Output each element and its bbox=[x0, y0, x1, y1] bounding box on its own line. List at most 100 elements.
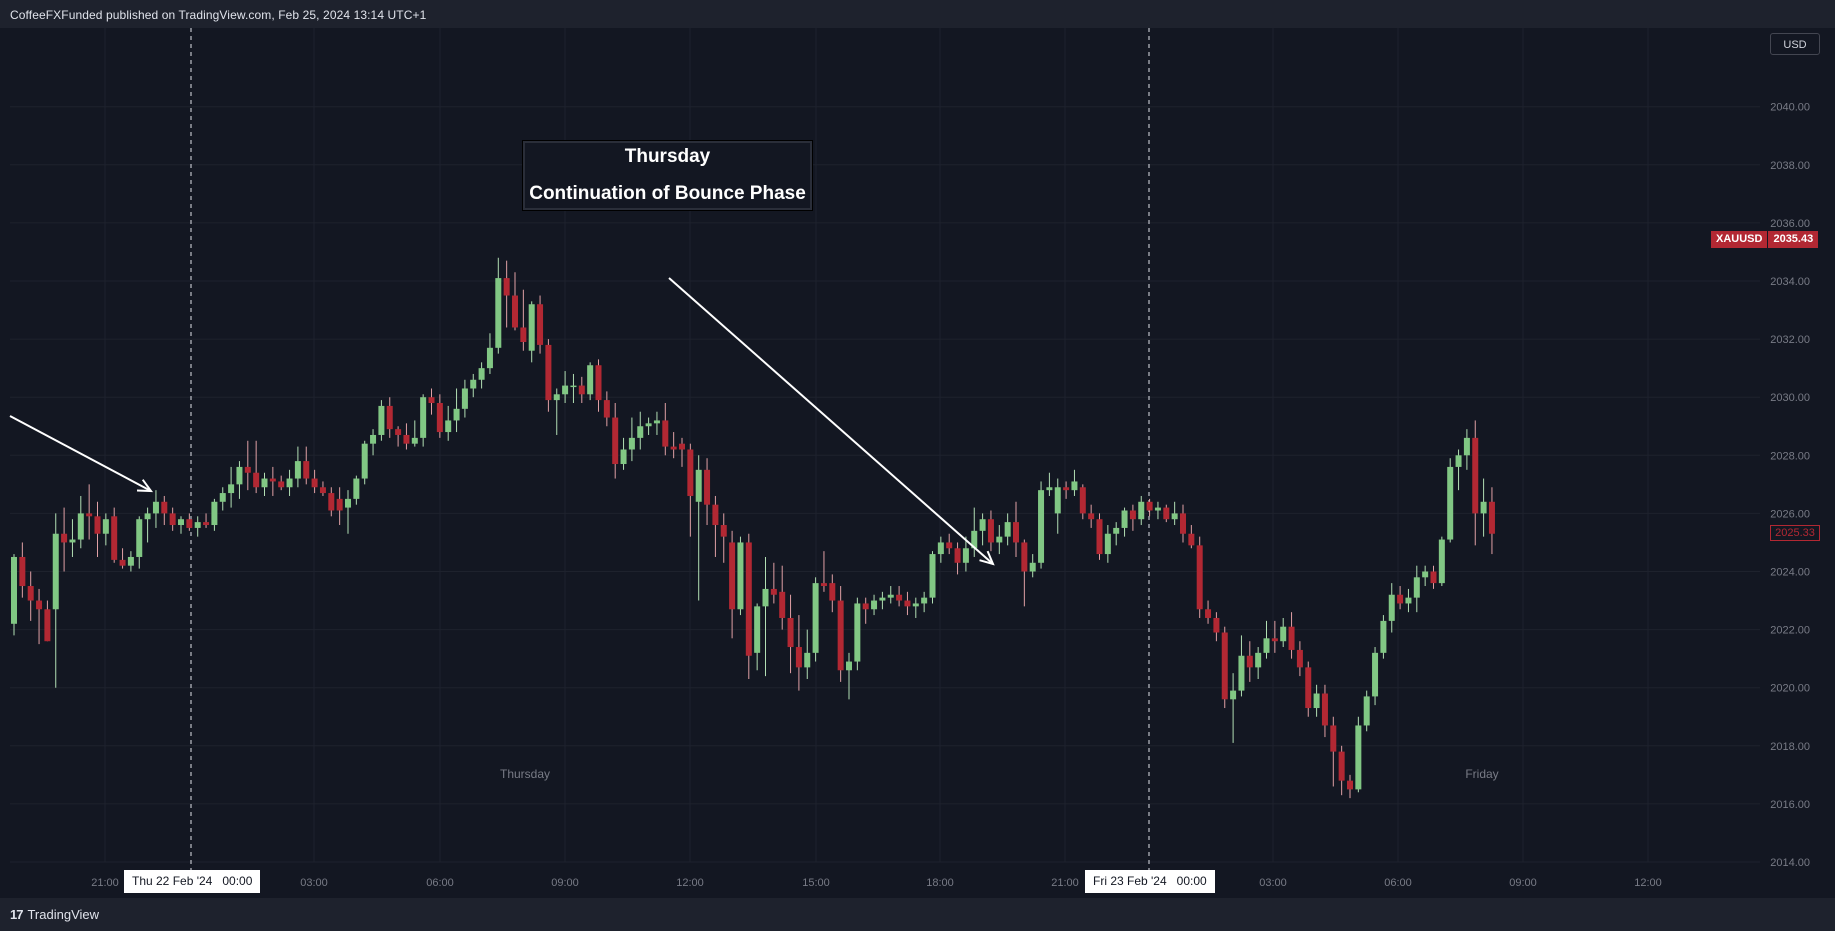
candle bbox=[370, 429, 377, 456]
candle bbox=[136, 516, 143, 569]
candle-body bbox=[1096, 519, 1103, 555]
candle bbox=[512, 272, 518, 331]
candle-body bbox=[1196, 545, 1203, 610]
candle-body bbox=[1271, 638, 1278, 642]
candle-body bbox=[236, 466, 243, 485]
candle bbox=[520, 289, 527, 351]
candle-body bbox=[219, 493, 226, 502]
candle bbox=[937, 536, 944, 563]
trend-arrow-1 bbox=[9, 415, 154, 493]
footer-bar bbox=[0, 898, 1835, 931]
time-tick-label: 09:00 bbox=[1509, 877, 1537, 889]
candle-body bbox=[1372, 652, 1379, 697]
time-tick-label: 09:00 bbox=[551, 877, 579, 889]
candle bbox=[1230, 673, 1237, 743]
candle-body bbox=[1422, 571, 1429, 578]
tradingview-logo[interactable]: 17 TradingView bbox=[10, 905, 99, 923]
candle bbox=[1221, 626, 1228, 709]
candle-body bbox=[1455, 455, 1462, 467]
candle bbox=[186, 513, 193, 531]
candle bbox=[1046, 472, 1053, 496]
candle-body bbox=[211, 501, 218, 526]
price-chart[interactable]: 2014.00 2016.00 2018.00 2020.00 2022.00 2024.… bbox=[0, 0, 1835, 898]
candle bbox=[1213, 612, 1220, 642]
candle bbox=[1330, 716, 1337, 787]
candle-body bbox=[261, 478, 268, 488]
candle-body bbox=[704, 469, 711, 505]
candle bbox=[470, 373, 477, 398]
candle-body bbox=[311, 478, 318, 488]
date-marker-fri: Fri 23 Feb '24 00:00 bbox=[1085, 870, 1215, 893]
candle bbox=[879, 591, 886, 610]
candle bbox=[77, 495, 84, 549]
currency-button[interactable]: USD bbox=[1770, 33, 1820, 55]
candle bbox=[729, 530, 736, 639]
candle bbox=[1280, 617, 1287, 648]
price-tick-label: 2030.00 bbox=[1770, 392, 1810, 404]
candle bbox=[528, 301, 535, 363]
candle bbox=[1021, 539, 1028, 607]
candle-body bbox=[737, 542, 744, 610]
candle bbox=[687, 443, 694, 537]
candle-body bbox=[846, 661, 852, 671]
time-tick-label: 21:00 bbox=[91, 877, 119, 889]
candle bbox=[1205, 600, 1212, 624]
candle-body bbox=[1079, 487, 1086, 514]
candle-body bbox=[370, 434, 377, 444]
candle-body bbox=[1288, 626, 1295, 650]
candle bbox=[169, 507, 176, 531]
candle-body bbox=[662, 420, 669, 447]
candle-body bbox=[486, 347, 493, 369]
candle bbox=[804, 629, 811, 679]
candle bbox=[86, 484, 93, 540]
candle-body bbox=[253, 472, 260, 488]
candle bbox=[1146, 498, 1153, 517]
candle-body bbox=[453, 408, 460, 421]
candle bbox=[1347, 774, 1353, 799]
candle-body bbox=[787, 617, 794, 648]
candle-body bbox=[503, 278, 510, 296]
candle bbox=[353, 475, 360, 505]
time-tick-label: 18:00 bbox=[926, 877, 954, 889]
candle bbox=[1338, 745, 1345, 796]
candle bbox=[996, 525, 1003, 555]
candle bbox=[378, 400, 385, 441]
candle-body bbox=[562, 385, 569, 395]
annotation-box[interactable]: Thursday Continuation of Bounce Phase bbox=[522, 140, 813, 211]
annotation-title: Thursday bbox=[624, 146, 711, 167]
price-tick-label: 2020.00 bbox=[1770, 683, 1810, 695]
candle-body bbox=[61, 533, 68, 543]
candle-body bbox=[871, 600, 878, 610]
candle-body bbox=[687, 449, 694, 496]
candle bbox=[1038, 481, 1045, 569]
candle-body bbox=[603, 400, 610, 418]
candle bbox=[904, 591, 911, 616]
candle-body bbox=[1430, 571, 1437, 584]
price-tick-label: 2016.00 bbox=[1770, 799, 1810, 811]
candle-body bbox=[395, 429, 402, 435]
candle bbox=[695, 455, 702, 601]
candle-body bbox=[86, 513, 93, 517]
time-tick-label: 06:00 bbox=[1384, 877, 1412, 889]
candle-body bbox=[1405, 597, 1412, 604]
candle bbox=[1154, 501, 1161, 520]
candle bbox=[111, 507, 118, 563]
price-tick-label: 2018.00 bbox=[1770, 741, 1810, 753]
candle bbox=[745, 533, 752, 679]
candle-body bbox=[1221, 632, 1228, 700]
candle-body bbox=[1163, 507, 1170, 520]
candle bbox=[871, 594, 878, 616]
candle bbox=[19, 542, 26, 598]
candle bbox=[1422, 565, 1429, 587]
candle bbox=[603, 391, 610, 427]
candle bbox=[1372, 647, 1379, 706]
candle bbox=[303, 446, 310, 485]
candle-body bbox=[1438, 539, 1445, 584]
candle-body bbox=[971, 530, 978, 549]
trend-arrow-2 bbox=[668, 277, 995, 566]
candle-body bbox=[178, 519, 184, 526]
candle-body bbox=[269, 478, 276, 482]
candle-body bbox=[553, 394, 560, 401]
candle-body bbox=[161, 501, 168, 514]
candle bbox=[286, 469, 293, 496]
